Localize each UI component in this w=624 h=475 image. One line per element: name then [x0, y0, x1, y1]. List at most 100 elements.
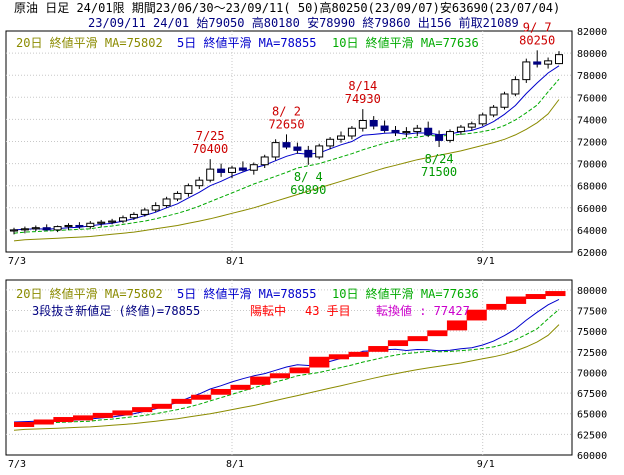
- candle-body: [162, 198, 171, 207]
- ma10-line: [13, 78, 560, 234]
- bottom-bricks: [14, 291, 566, 427]
- bottom-legend-ma10: 10日 終値平滑 MA=77636: [332, 286, 479, 301]
- annotation-value: 74930: [345, 92, 381, 106]
- sanbon-state: 陽転中: [250, 303, 286, 318]
- candle-body: [140, 209, 149, 215]
- candle-body: [260, 156, 269, 166]
- bot-x-tick-label: 7/3: [8, 459, 26, 470]
- renko-brick: [53, 417, 74, 423]
- candle-body: [467, 123, 476, 128]
- renko-brick: [112, 410, 133, 416]
- top-x-tick-label: 7/3: [8, 256, 26, 267]
- candle-body: [337, 135, 345, 140]
- candle-body: [75, 224, 84, 228]
- candle-body: [249, 164, 258, 171]
- candle-body: [97, 221, 106, 224]
- annotation-value: 70400: [192, 142, 228, 156]
- candle-body: [304, 149, 313, 158]
- renko-brick: [73, 415, 94, 421]
- bot-y-tick-label: 72500: [577, 348, 607, 359]
- top-candles: [10, 50, 563, 235]
- candle-body: [64, 224, 73, 228]
- top-y-tick-label: 80000: [577, 49, 607, 60]
- top-grid: [6, 31, 572, 252]
- sanbon-label: 3段抜き新値足 (終値)=78855: [32, 303, 200, 318]
- legend-ma10: 10日 終値平滑 MA=77636: [332, 35, 479, 50]
- renko-brick: [368, 346, 389, 352]
- renko-brick: [505, 296, 527, 304]
- annotation-date: 8/ 2: [272, 104, 301, 118]
- renko-brick: [525, 294, 546, 300]
- candle-body: [282, 142, 291, 148]
- top-y-tick-label: 68000: [577, 182, 607, 193]
- candle-body: [500, 93, 509, 108]
- candle-body: [173, 192, 182, 200]
- candle-body: [555, 54, 563, 65]
- ma5-line: [13, 65, 560, 231]
- top-ma20-series: [13, 99, 560, 242]
- renko-brick: [210, 388, 231, 395]
- renko-brick: [387, 340, 409, 347]
- bot-y-tick-label: 75000: [577, 327, 607, 338]
- candle-body: [228, 167, 236, 173]
- candle-body: [31, 227, 40, 230]
- renko-brick: [33, 419, 54, 425]
- candle-body: [86, 222, 95, 228]
- annotation-date: 8/24: [425, 152, 454, 166]
- top-y-tick-label: 70000: [577, 160, 607, 171]
- candle-body: [544, 60, 553, 65]
- ma20-line: [13, 324, 560, 431]
- top-y-axis: 82000 80000 78000 76000 74000 72000 70000 68000…: [577, 27, 607, 259]
- bot-y-tick-label: 62500: [577, 430, 607, 441]
- top-x-tick-label: 8/1: [226, 256, 244, 267]
- header-line-1: 原油 日足 24/01限 期間23/06/30～23/09/11( 50)高80…: [14, 0, 560, 15]
- renko-brick: [151, 403, 172, 409]
- ma10-line: [13, 309, 560, 425]
- candle-body: [369, 120, 378, 127]
- bot-y-tick-label: 67500: [577, 389, 607, 400]
- top-x-tick-label: 9/1: [477, 256, 495, 267]
- annotation-date: 8/14: [348, 79, 377, 93]
- renko-brick: [309, 356, 330, 368]
- renko-brick: [171, 398, 192, 404]
- renko-brick: [250, 376, 271, 385]
- bot-y-tick-label: 77500: [577, 307, 607, 318]
- renko-brick: [230, 384, 251, 390]
- renko-brick: [269, 373, 290, 379]
- candle-body: [489, 106, 498, 116]
- renko-brick: [92, 412, 113, 418]
- top-y-tick-label: 72000: [577, 138, 607, 149]
- candle-body: [271, 142, 280, 158]
- bottom-y-axis: 80000 77500 75000 72500 70000 67500 65000 62500…: [577, 286, 607, 462]
- candle-body: [129, 213, 138, 219]
- candle-body: [238, 167, 247, 171]
- candle-body: [10, 229, 18, 232]
- bot-y-tick-label: 60000: [577, 451, 607, 462]
- candle-body: [511, 79, 520, 95]
- bottom-ma10-series: [13, 309, 560, 425]
- candle-body: [184, 185, 193, 194]
- candle-body: [347, 127, 356, 137]
- candle-body: [42, 227, 51, 231]
- annotation-value: 71500: [421, 165, 457, 179]
- bot-y-tick-label: 65000: [577, 410, 607, 421]
- annotation-value: 72650: [268, 117, 304, 131]
- renko-brick: [132, 407, 153, 413]
- renko-brick: [466, 309, 487, 321]
- bottom-legend-ma20: 20日 終値平滑 MA=75802: [16, 286, 163, 301]
- candle-body: [20, 228, 29, 231]
- top-ma10-series: [13, 78, 560, 234]
- annotation-date: 7/25: [196, 129, 225, 143]
- candle-body: [533, 61, 542, 65]
- renko-brick: [348, 351, 369, 357]
- candle-body: [402, 131, 411, 134]
- candle-body: [456, 126, 465, 133]
- legend-ma5: 5日 終値平滑 MA=78855: [177, 35, 316, 50]
- top-y-tick-label: 64000: [577, 226, 607, 237]
- sanbon-count: 43 手目: [305, 304, 351, 318]
- candle-body: [380, 125, 389, 131]
- annotation-value: 80250: [519, 33, 555, 47]
- top-x-axis: 7/3 8/1 9/1: [8, 256, 495, 267]
